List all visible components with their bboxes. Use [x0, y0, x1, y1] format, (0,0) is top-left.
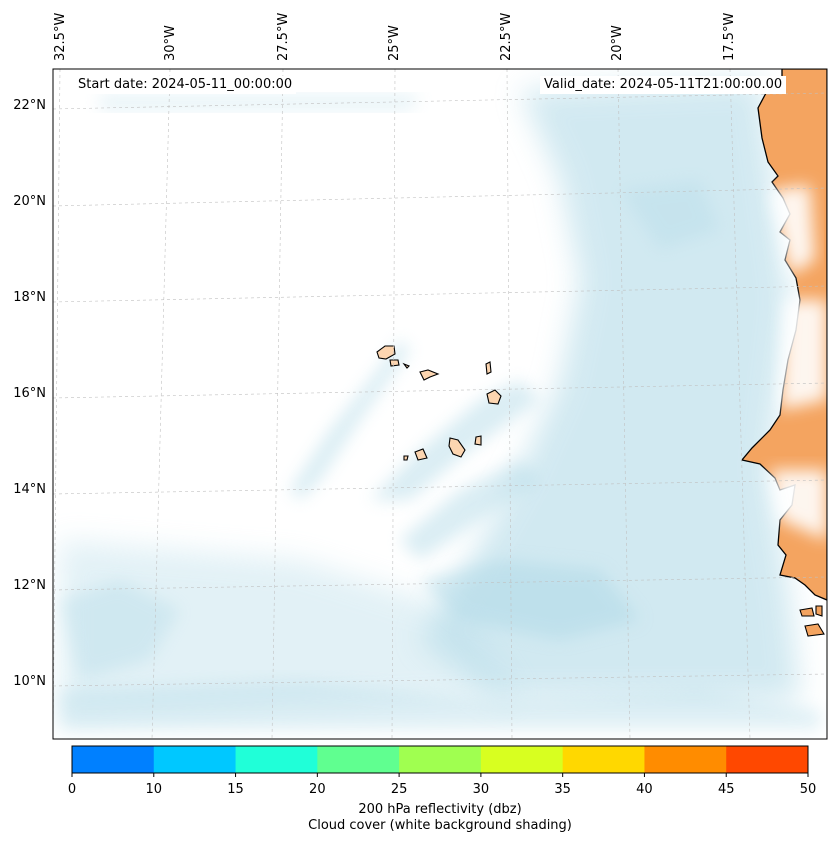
- colorbar-tick-label: 50: [799, 782, 817, 797]
- lon-label-25w: 25°W: [387, 25, 402, 61]
- lon-label-17-5w: 17.5°W: [722, 12, 737, 61]
- colorbar-tick-label: 20: [309, 782, 326, 797]
- colorbar-segment: [399, 746, 482, 773]
- colorbar-tick-label: 40: [636, 782, 653, 797]
- colorbar-segment: [726, 746, 809, 773]
- coastal-islands: [799, 605, 825, 637]
- colorbar-segment: [317, 746, 400, 773]
- cloud-cover-shading: [60, 80, 820, 730]
- lat-label-22n: 22°N: [13, 98, 46, 113]
- colorbar: [71, 745, 809, 774]
- colorbar-segment: [644, 746, 727, 773]
- cape-verde-islands: [376, 345, 502, 461]
- colorbar-tick-label: 35: [554, 782, 571, 797]
- lat-label-14n: 14°N: [13, 482, 46, 497]
- colorbar-segment: [72, 746, 155, 773]
- colorbar-tick-label: 30: [472, 782, 490, 797]
- colorbar-tick-label: 10: [145, 782, 163, 797]
- lon-label-27-5w: 27.5°W: [276, 12, 291, 61]
- colorbar-tick-label: 15: [227, 782, 244, 797]
- colorbar-tick-label: 0: [67, 782, 77, 797]
- map-area: [53, 69, 827, 739]
- colorbar-segment: [562, 746, 645, 773]
- colorbar-frame: [71, 745, 809, 774]
- lat-label-18n: 18°N: [13, 290, 46, 305]
- map-frame: [52, 68, 828, 740]
- colorbar-sublabel: Cloud cover (white background shading): [308, 818, 572, 833]
- valid-date-label: Valid_date: 2024-05-11T21:00:00.00: [540, 76, 787, 94]
- lat-label-20n: 20°N: [13, 194, 46, 209]
- lat-label-16n: 16°N: [13, 386, 46, 401]
- lat-label-12n: 12°N: [13, 578, 46, 593]
- lon-label-20w: 20°W: [610, 25, 625, 61]
- colorbar-tick-marks: [71, 773, 809, 777]
- start-date-label: Start date: 2024-05-11_00:00:00: [74, 76, 297, 94]
- lon-label-22-5w: 22.5°W: [499, 12, 514, 61]
- colorbar-label: 200 hPa reflectivity (dbz): [358, 802, 522, 817]
- colorbar-segment: [480, 746, 564, 773]
- colorbar-tick-label: 45: [717, 782, 735, 797]
- colorbar-tick-label: 25: [390, 782, 408, 797]
- lon-label-30w: 30°W: [163, 25, 178, 61]
- colorbar-segment: [153, 746, 237, 773]
- land-clear-patches: [770, 185, 827, 540]
- lat-label-10n: 10°N: [13, 674, 46, 689]
- lon-label-32-5w: 32.5°W: [53, 12, 68, 61]
- colorbar-segment: [235, 746, 318, 773]
- graticule: [53, 69, 827, 739]
